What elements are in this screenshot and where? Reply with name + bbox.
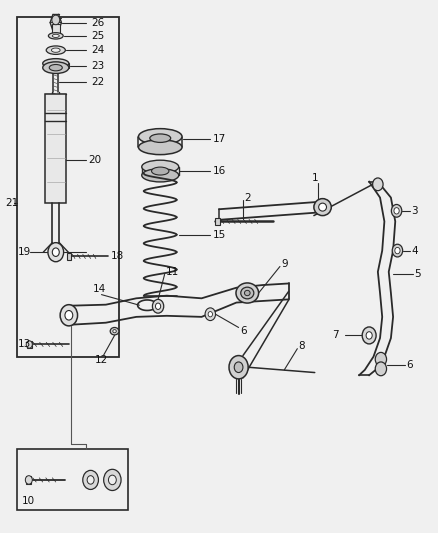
- Text: 14: 14: [93, 284, 106, 294]
- Ellipse shape: [138, 140, 182, 155]
- Circle shape: [87, 475, 94, 484]
- Text: 11: 11: [166, 267, 179, 277]
- Circle shape: [83, 470, 99, 489]
- Ellipse shape: [110, 327, 119, 335]
- Text: 17: 17: [212, 134, 226, 144]
- Circle shape: [375, 362, 387, 376]
- Bar: [27, 341, 32, 348]
- Circle shape: [205, 308, 215, 320]
- Circle shape: [375, 352, 387, 366]
- Text: 6: 6: [406, 360, 413, 369]
- Ellipse shape: [48, 33, 63, 39]
- Text: 20: 20: [88, 156, 102, 165]
- Text: 2: 2: [244, 192, 251, 203]
- Circle shape: [391, 205, 402, 217]
- Circle shape: [65, 311, 73, 320]
- Ellipse shape: [319, 203, 326, 211]
- Text: 23: 23: [92, 61, 105, 70]
- Ellipse shape: [52, 34, 59, 37]
- Text: 9: 9: [281, 259, 288, 269]
- Bar: [46, 94, 66, 203]
- Circle shape: [234, 362, 243, 373]
- Text: 4: 4: [412, 246, 418, 256]
- Circle shape: [373, 178, 383, 191]
- Circle shape: [394, 208, 399, 214]
- Text: 3: 3: [411, 206, 417, 216]
- Text: 19: 19: [18, 247, 31, 257]
- Ellipse shape: [43, 62, 69, 74]
- Circle shape: [60, 305, 78, 326]
- Ellipse shape: [236, 283, 258, 303]
- Text: 18: 18: [111, 252, 124, 261]
- Text: 21: 21: [5, 198, 18, 208]
- Circle shape: [208, 312, 212, 317]
- Text: 24: 24: [92, 45, 105, 55]
- Circle shape: [152, 300, 164, 313]
- Ellipse shape: [314, 199, 331, 216]
- Text: 16: 16: [212, 166, 226, 176]
- Text: 12: 12: [95, 356, 108, 365]
- Bar: [17, 449, 127, 511]
- Ellipse shape: [244, 290, 250, 296]
- Ellipse shape: [113, 329, 116, 333]
- Circle shape: [26, 341, 32, 348]
- Text: 15: 15: [212, 230, 226, 240]
- Text: 1: 1: [312, 173, 318, 183]
- Bar: [67, 253, 71, 260]
- Circle shape: [366, 332, 372, 339]
- Ellipse shape: [46, 46, 65, 54]
- Ellipse shape: [43, 59, 69, 68]
- Bar: [26, 475, 32, 484]
- Ellipse shape: [51, 48, 60, 52]
- Bar: [17, 17, 119, 357]
- Text: 10: 10: [22, 496, 35, 506]
- Ellipse shape: [150, 134, 171, 142]
- Ellipse shape: [152, 167, 169, 175]
- Text: 6: 6: [240, 326, 247, 336]
- Circle shape: [109, 475, 116, 484]
- Circle shape: [362, 327, 376, 344]
- Circle shape: [155, 303, 161, 310]
- Text: 7: 7: [332, 330, 339, 341]
- Circle shape: [52, 248, 59, 256]
- Ellipse shape: [241, 287, 254, 299]
- Circle shape: [392, 244, 403, 257]
- Circle shape: [229, 356, 248, 379]
- Circle shape: [52, 15, 60, 25]
- Ellipse shape: [142, 160, 179, 173]
- Text: 25: 25: [92, 31, 105, 41]
- Ellipse shape: [138, 128, 182, 144]
- Text: 13: 13: [18, 340, 31, 350]
- Bar: [52, 23, 60, 33]
- Text: 8: 8: [298, 341, 305, 351]
- Text: 22: 22: [92, 77, 105, 87]
- Text: 5: 5: [414, 270, 420, 279]
- Circle shape: [48, 243, 64, 262]
- Text: 26: 26: [92, 18, 105, 28]
- Ellipse shape: [49, 64, 62, 71]
- Ellipse shape: [142, 168, 179, 182]
- Circle shape: [25, 475, 32, 484]
- Circle shape: [395, 247, 400, 254]
- Bar: [215, 217, 220, 225]
- Circle shape: [104, 470, 121, 490]
